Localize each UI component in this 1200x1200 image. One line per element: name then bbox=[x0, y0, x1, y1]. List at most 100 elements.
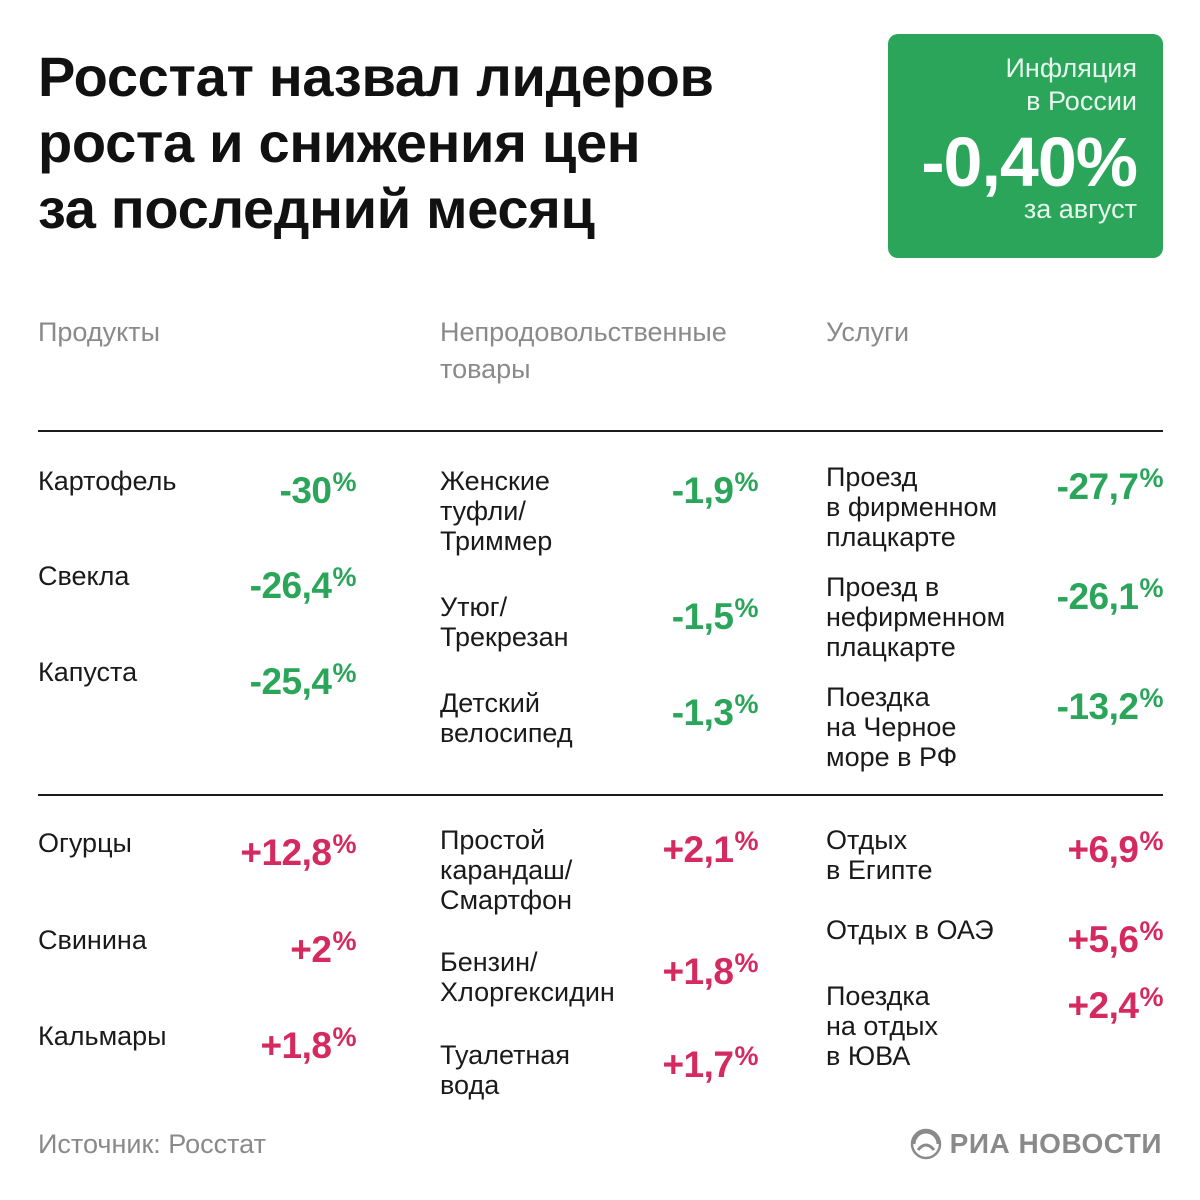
percent-sign: % bbox=[734, 467, 758, 497]
item-label: Свекла bbox=[38, 561, 130, 591]
percent-sign: % bbox=[1139, 683, 1163, 713]
price-change-number: -25,4 bbox=[249, 661, 332, 702]
item-label: Огурцы bbox=[38, 828, 132, 858]
percent-sign: % bbox=[734, 826, 758, 856]
percent-sign: % bbox=[734, 593, 758, 623]
price-row: Туалетная вода +1,7% bbox=[440, 1040, 758, 1140]
price-row: Поездка на Черное море в РФ -13,2% bbox=[826, 682, 1163, 782]
item-label: Простой карандаш/ Смартфон bbox=[440, 825, 573, 915]
price-row: Бензин/ Хлоргексидин +1,8% bbox=[440, 947, 758, 1047]
percent-sign: % bbox=[1139, 463, 1163, 493]
price-row: Проезд в фирменном плацкарте -27,7% bbox=[826, 462, 1163, 562]
percent-sign: % bbox=[734, 1041, 758, 1071]
column-heading-food: Продукты bbox=[38, 317, 160, 347]
item-label: Проезд в нефирменном плацкарте bbox=[826, 572, 1006, 662]
price-row: Поездка на отдых в ЮВА +2,4% bbox=[826, 981, 1163, 1081]
item-label: Проезд в фирменном плацкарте bbox=[826, 462, 998, 552]
price-change-value: -13,2% bbox=[1056, 676, 1164, 729]
percent-sign: % bbox=[332, 829, 356, 859]
price-row: Детский велосипед -1,3% bbox=[440, 688, 758, 788]
price-row: Проезд в нефирменном плацкарте -26,1% bbox=[826, 572, 1163, 672]
price-change-number: -30 bbox=[279, 470, 332, 511]
divider-middle bbox=[38, 794, 1163, 796]
inflation-label: Инфляция в России bbox=[1005, 53, 1137, 116]
price-change-value: +2,1% bbox=[662, 819, 758, 872]
inflation-period: за август bbox=[1023, 194, 1137, 224]
column-heading-services: Услуги bbox=[826, 317, 910, 347]
price-row: Кальмары +1,8% bbox=[38, 1021, 356, 1121]
price-change-number: -26,4 bbox=[249, 565, 332, 606]
price-change-value: -25,4% bbox=[249, 651, 357, 704]
price-row: Капуста -25,4% bbox=[38, 657, 356, 757]
price-change-value: +1,7% bbox=[662, 1034, 758, 1087]
source-note: Источник: Росстат bbox=[38, 1129, 266, 1159]
price-change-value: +5,6% bbox=[1067, 909, 1163, 962]
percent-sign: % bbox=[332, 562, 356, 592]
item-label: Свинина bbox=[38, 925, 147, 955]
price-change-value: +2,4% bbox=[1067, 975, 1163, 1028]
price-change-value: -26,1% bbox=[1056, 566, 1164, 619]
item-label: Бензин/ Хлоргексидин bbox=[440, 947, 615, 1007]
price-change-number: -1,3 bbox=[671, 692, 734, 733]
price-change-value: -30% bbox=[280, 460, 357, 513]
price-change-value: -1,5% bbox=[671, 586, 759, 639]
price-row: Картофель -30% bbox=[38, 466, 356, 566]
percent-sign: % bbox=[1139, 916, 1163, 946]
item-label: Поездка на Черное море в РФ bbox=[826, 682, 958, 772]
price-change-number: +6,9 bbox=[1067, 829, 1139, 870]
price-change-value: -27,7% bbox=[1056, 456, 1164, 509]
percent-sign: % bbox=[734, 689, 758, 719]
price-change-value: +1,8% bbox=[260, 1015, 356, 1068]
price-change-number: +2,1 bbox=[662, 829, 734, 870]
page-title: Росстат назвал лидеров роста и снижения … bbox=[38, 45, 714, 240]
percent-sign: % bbox=[332, 658, 356, 688]
price-change-number: +1,8 bbox=[260, 1025, 332, 1066]
item-label: Детский велосипед bbox=[440, 688, 573, 748]
price-change-value: +12,8% bbox=[240, 822, 356, 875]
price-change-value: +2% bbox=[290, 919, 356, 972]
price-change-value: -1,9% bbox=[671, 460, 759, 513]
percent-sign: % bbox=[734, 948, 758, 978]
item-label: Картофель bbox=[38, 466, 177, 496]
price-row: Отдых в ОАЭ +5,6% bbox=[826, 915, 1163, 1015]
price-change-number: +2 bbox=[290, 929, 332, 970]
price-row: Отдых в Египте +6,9% bbox=[826, 825, 1163, 925]
price-row: Огурцы +12,8% bbox=[38, 828, 356, 928]
item-label: Отдых в Египте bbox=[826, 825, 933, 885]
price-change-number: -1,9 bbox=[671, 470, 734, 511]
price-change-number: +5,6 bbox=[1067, 919, 1139, 960]
price-change-number: +12,8 bbox=[240, 832, 332, 873]
ria-brand: РИА НОВОСТИ bbox=[910, 1126, 1162, 1162]
percent-sign: % bbox=[332, 1022, 356, 1052]
price-row: Утюг/ Трекрезан -1,5% bbox=[440, 592, 758, 692]
price-change-value: +6,9% bbox=[1067, 819, 1163, 872]
percent-sign: % bbox=[1139, 826, 1163, 856]
price-row: Свекла -26,4% bbox=[38, 561, 356, 661]
percent-sign: % bbox=[1139, 573, 1163, 603]
price-change-value: +1,8% bbox=[662, 941, 758, 994]
column-heading-nonfood: Непродовольственные товары bbox=[440, 317, 727, 384]
percent-sign: % bbox=[1139, 982, 1163, 1012]
price-change-value: -1,3% bbox=[671, 682, 759, 735]
price-change-number: -26,1 bbox=[1056, 576, 1139, 617]
price-change-number: -27,7 bbox=[1056, 466, 1139, 507]
price-change-value: -26,4% bbox=[249, 555, 357, 608]
price-change-number: +1,7 bbox=[662, 1044, 734, 1085]
price-change-number: +1,8 bbox=[662, 951, 734, 992]
inflation-value: -0,40% bbox=[921, 123, 1138, 201]
ria-logo-icon bbox=[910, 1128, 941, 1160]
inflation-badge: Инфляция в России -0,40% за август bbox=[888, 34, 1163, 258]
price-change-number: +2,4 bbox=[1067, 985, 1139, 1026]
price-change-number: -1,5 bbox=[671, 596, 734, 637]
item-label: Отдых в ОАЭ bbox=[826, 915, 994, 945]
item-label: Кальмары bbox=[38, 1021, 167, 1051]
price-change-number: -13,2 bbox=[1056, 686, 1139, 727]
item-label: Женские туфли/ Триммер bbox=[440, 466, 553, 556]
percent-sign: % bbox=[332, 467, 356, 497]
price-row: Женские туфли/ Триммер -1,9% bbox=[440, 466, 758, 566]
divider-top bbox=[38, 430, 1163, 432]
item-label: Капуста bbox=[38, 657, 138, 687]
price-row: Простой карандаш/ Смартфон +2,1% bbox=[440, 825, 758, 925]
item-label: Утюг/ Трекрезан bbox=[440, 592, 569, 652]
item-label: Туалетная вода bbox=[440, 1040, 570, 1100]
